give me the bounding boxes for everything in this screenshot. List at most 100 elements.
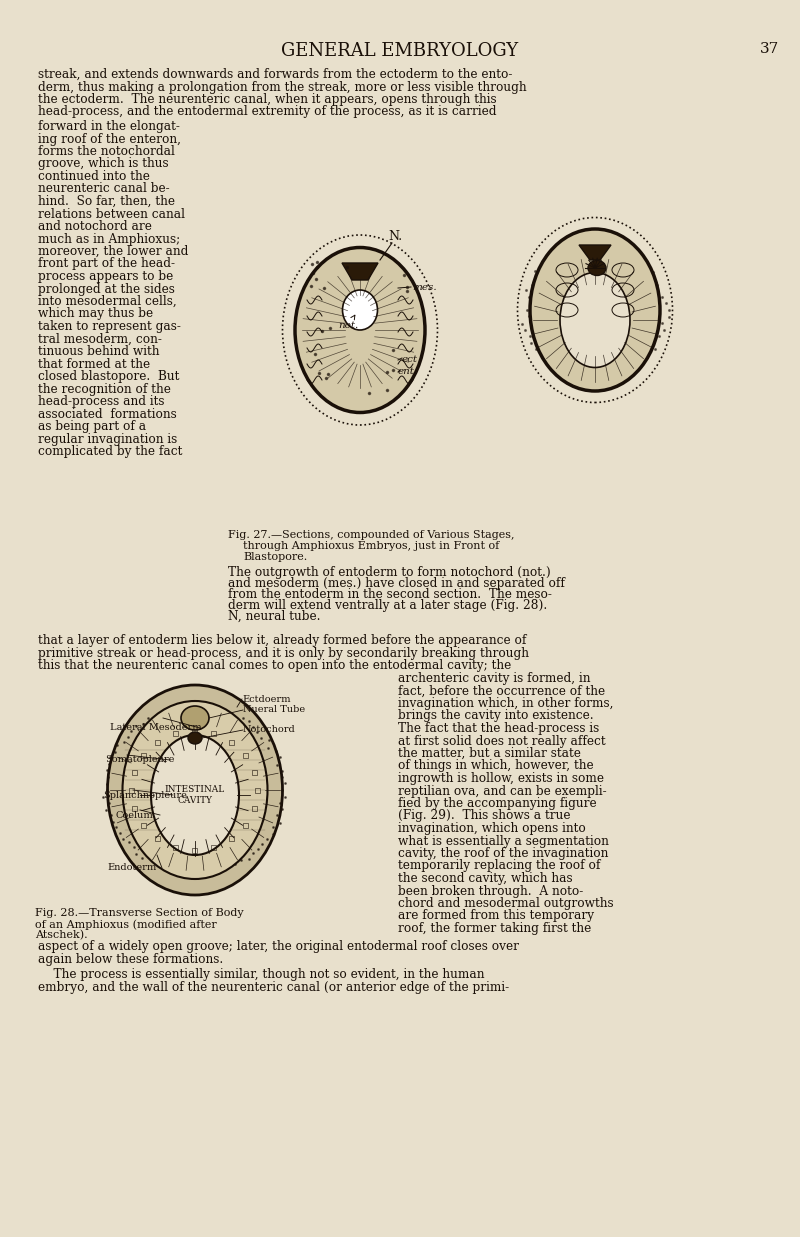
Text: head-process and its: head-process and its	[38, 395, 165, 408]
Text: relations between canal: relations between canal	[38, 208, 185, 220]
Text: groove, which is thus: groove, which is thus	[38, 157, 169, 171]
Text: complicated by the fact: complicated by the fact	[38, 445, 182, 458]
Text: roof, the former taking first the: roof, the former taking first the	[398, 922, 591, 935]
Text: Fig. 28.—Transverse Section of Body: Fig. 28.—Transverse Section of Body	[35, 908, 244, 918]
Text: this that the neurenteric canal comes to open into the entodermal cavity; the: this that the neurenteric canal comes to…	[38, 659, 511, 672]
Text: moreover, the lower and: moreover, the lower and	[38, 245, 188, 259]
Text: invagination which, in other forms,: invagination which, in other forms,	[398, 696, 614, 710]
Text: reptilian ova, and can be exempli-: reptilian ova, and can be exempli-	[398, 784, 606, 798]
Text: are formed from this temporary: are formed from this temporary	[398, 909, 594, 923]
Text: of things in which, however, the: of things in which, however, the	[398, 760, 594, 772]
Text: head-process, and the entodermal extremity of the process, as it is carried: head-process, and the entodermal extremi…	[38, 105, 497, 119]
Ellipse shape	[342, 289, 378, 330]
Ellipse shape	[295, 247, 425, 412]
Bar	[229, 740, 234, 745]
Text: process appears to be: process appears to be	[38, 270, 174, 283]
Bar	[252, 807, 257, 811]
Text: mes.: mes.	[412, 283, 437, 292]
Text: ingrowth is hollow, exists in some: ingrowth is hollow, exists in some	[398, 772, 604, 785]
Text: Notochord: Notochord	[243, 725, 296, 735]
Text: 37: 37	[760, 42, 779, 56]
Text: ent.: ent.	[398, 367, 418, 376]
Text: Endoterm: Endoterm	[107, 863, 156, 872]
Bar	[129, 788, 134, 793]
Text: as being part of a: as being part of a	[38, 421, 146, 433]
Text: again below these formations.: again below these formations.	[38, 952, 223, 966]
Bar	[211, 731, 217, 736]
Bar	[243, 823, 248, 829]
Bar	[192, 847, 197, 852]
Text: not.: not.	[338, 315, 358, 330]
Polygon shape	[579, 245, 611, 260]
Text: taken to represent gas-: taken to represent gas-	[38, 320, 181, 333]
Text: that formed at the: that formed at the	[38, 357, 150, 371]
Text: derm will extend ventrally at a later stage (Fig. 28).: derm will extend ventrally at a later st…	[228, 599, 547, 612]
Ellipse shape	[151, 735, 239, 855]
Text: the matter, but a similar state: the matter, but a similar state	[398, 747, 581, 760]
Bar	[155, 836, 160, 841]
Text: front part of the head-: front part of the head-	[38, 257, 175, 271]
Text: prolonged at the sides: prolonged at the sides	[38, 282, 175, 296]
Ellipse shape	[560, 272, 630, 367]
Text: associated  formations: associated formations	[38, 407, 177, 421]
Text: streak, and extends downwards and forwards from the ectoderm to the ento-: streak, and extends downwards and forwar…	[38, 68, 512, 80]
Text: hind.  So far, then, the: hind. So far, then, the	[38, 195, 175, 208]
Text: Ectdoerm: Ectdoerm	[242, 694, 290, 704]
Text: chord and mesodermal outgrowths: chord and mesodermal outgrowths	[398, 897, 614, 910]
Text: Somatopleure: Somatopleure	[105, 756, 174, 764]
Text: into mesodermal cells,: into mesodermal cells,	[38, 294, 177, 308]
Text: at first solid does not really affect: at first solid does not really affect	[398, 735, 606, 747]
Text: of an Amphioxus (modified after: of an Amphioxus (modified after	[35, 919, 217, 929]
Text: Atschek).: Atschek).	[35, 930, 88, 940]
Text: the second cavity, which has: the second cavity, which has	[398, 872, 573, 884]
Text: The fact that the head-process is: The fact that the head-process is	[398, 722, 599, 735]
Text: continued into the: continued into the	[38, 169, 150, 183]
Text: neurenteric canal be-: neurenteric canal be-	[38, 183, 170, 195]
Text: GENERAL EMBRYOLOGY: GENERAL EMBRYOLOGY	[282, 42, 518, 61]
Text: Lateral Mesoderm: Lateral Mesoderm	[110, 724, 202, 732]
Ellipse shape	[530, 229, 660, 391]
Bar	[211, 845, 217, 850]
Ellipse shape	[181, 706, 209, 730]
Bar	[155, 740, 160, 745]
Text: Coelum: Coelum	[115, 810, 153, 819]
Text: Splanchnopleure: Splanchnopleure	[103, 790, 187, 799]
Text: much as in Amphioxus;: much as in Amphioxus;	[38, 233, 180, 245]
Bar	[132, 769, 137, 774]
Bar	[173, 731, 178, 736]
Text: which may thus be: which may thus be	[38, 308, 153, 320]
Text: fact, before the occurrence of the: fact, before the occurrence of the	[398, 684, 605, 698]
Text: Blastopore.: Blastopore.	[243, 552, 307, 562]
Text: through Amphioxus Embryos, just in Front of: through Amphioxus Embryos, just in Front…	[243, 541, 499, 550]
Text: ect: ect	[402, 355, 418, 364]
Text: fied by the accompanying figure: fied by the accompanying figure	[398, 797, 597, 810]
Ellipse shape	[588, 261, 606, 276]
Ellipse shape	[122, 701, 267, 880]
Text: closed blastopore.  But: closed blastopore. But	[38, 370, 179, 383]
Ellipse shape	[188, 732, 202, 743]
Bar	[255, 788, 260, 793]
Bar	[192, 729, 197, 734]
Text: archenteric cavity is formed, in: archenteric cavity is formed, in	[398, 672, 590, 685]
Bar	[173, 845, 178, 850]
Text: the recognition of the: the recognition of the	[38, 382, 171, 396]
Ellipse shape	[107, 685, 282, 896]
Text: the ectoderm.  The neurenteric canal, when it appears, opens through this: the ectoderm. The neurenteric canal, whe…	[38, 93, 497, 106]
Text: what is essentially a segmentation: what is essentially a segmentation	[398, 835, 609, 847]
Text: Nueral Tube: Nueral Tube	[243, 705, 305, 715]
Text: Fig. 27.—Sections, compounded of Various Stages,: Fig. 27.—Sections, compounded of Various…	[228, 529, 514, 541]
Bar	[141, 823, 146, 829]
Text: tinuous behind with: tinuous behind with	[38, 345, 159, 357]
Text: brings the cavity into existence.: brings the cavity into existence.	[398, 710, 594, 722]
Text: forward in the elongat-: forward in the elongat-	[38, 120, 180, 134]
Text: been broken through.  A noto-: been broken through. A noto-	[398, 884, 583, 898]
Text: N, neural tube.: N, neural tube.	[228, 610, 321, 623]
Bar	[132, 807, 137, 811]
Bar	[243, 753, 248, 758]
Text: regular invagination is: regular invagination is	[38, 433, 178, 445]
Text: aspect of a widely open groove; later, the original entodermal roof closes over: aspect of a widely open groove; later, t…	[38, 940, 519, 952]
Text: INTESTINAL
CAVITY: INTESTINAL CAVITY	[165, 785, 225, 805]
Text: ing roof of the enteron,: ing roof of the enteron,	[38, 132, 181, 146]
Text: cavity, the roof of the invagination: cavity, the roof of the invagination	[398, 847, 608, 860]
Bar	[141, 753, 146, 758]
